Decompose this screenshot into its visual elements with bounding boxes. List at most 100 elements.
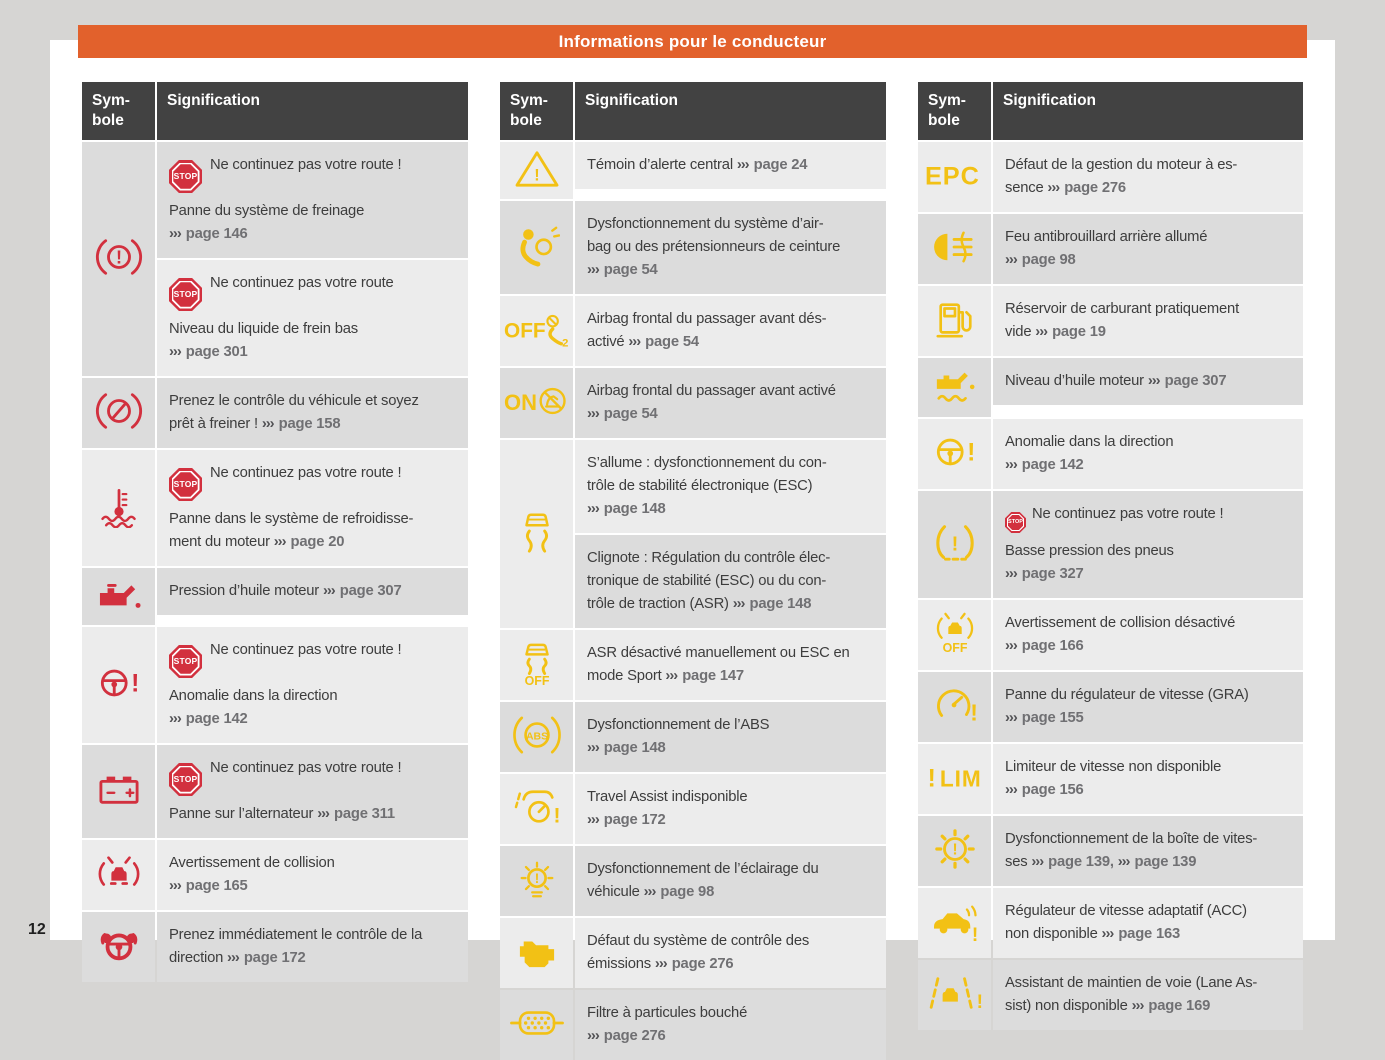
signification-cells: Avertissement de collision désactivé ››› p… [993, 600, 1303, 670]
signification-paragraph: Dysfonctionnement du système d’air-bag o… [587, 213, 876, 282]
symbol-cell: ! [82, 627, 155, 743]
signification-text: Pression d’huile moteur [169, 583, 323, 599]
signification-cells: Airbag frontal du passager avant activé ›… [575, 368, 886, 438]
fuel-low-icon [934, 298, 976, 345]
page-reference: page 20 [290, 534, 345, 550]
brake-disabled-icon [94, 390, 144, 437]
symbol-cell: ! [500, 142, 573, 199]
signification-paragraph: Dysfonctionnement de l’ABS ››› page 148 [587, 714, 876, 760]
svg-text:!: ! [967, 439, 975, 466]
signification-cells: Feu antibrouillard arrière allumé ››› page… [993, 214, 1303, 284]
signification-text: S’allume : dysfonctionnement du con- [587, 455, 827, 471]
lane-assist-icon: ! [926, 973, 984, 1018]
signification-cells: Dysfonctionnement de la boîte de vites-s… [993, 816, 1303, 886]
signification-text: mode Sport [587, 668, 666, 684]
signification-text: ASR désactivé manuellement ou ESC en [587, 645, 850, 661]
signification-cells: Défaut du système de contrôle des émissio… [575, 918, 886, 988]
table-row: ! Anomalie dans la direction ››› page 142 [918, 419, 1303, 489]
signification-cells: STOP Ne continuez pas votre route ! Basse … [993, 491, 1303, 598]
signification-text: ment du moteur [169, 534, 274, 550]
signification-paragraph: STOP Ne continuez pas votre route ! [1005, 503, 1293, 533]
signification-paragraph: Filtre à particules bouché ››› page 276 [587, 1002, 876, 1048]
airbag-off-icon: OFF 2 [504, 309, 570, 354]
cross-reference-arrows: ››› [628, 334, 641, 350]
steering-warning-icon: ! [95, 663, 143, 708]
symbol-cell [82, 840, 155, 910]
signification-cell: STOP Ne continuez pas votre route ! Panne … [157, 142, 468, 258]
symbol-cell: ! [918, 491, 991, 598]
cross-reference-arrows: ››› [1131, 998, 1145, 1014]
cross-reference-arrows: ››› [169, 711, 182, 727]
stop-icon: STOP [169, 468, 202, 501]
signification-cell: Dysfonctionnement de la boîte de vites-s… [993, 816, 1303, 886]
signification-paragraph: Dysfonctionnement de l’éclairage du véhic… [587, 858, 876, 904]
signification-text: Basse pression des pneus [1005, 543, 1174, 559]
signification-text: prêt à freiner ! [169, 416, 262, 432]
signification-text: Régulateur de vitesse adaptatif (ACC) [1005, 903, 1247, 919]
cruise-control-fault-icon: ! [930, 684, 980, 731]
table-row: Pression d’huile moteur ››› page 307 [82, 568, 468, 625]
page-reference: page 148 [749, 596, 812, 612]
page-reference: page 147 [682, 668, 744, 684]
stop-icon-ring: STOP [171, 162, 200, 191]
stop-icon-label: STOP [1007, 514, 1024, 531]
speed-limiter-icon: ! LIM [925, 760, 985, 799]
cross-reference-arrows: ››› [1147, 373, 1161, 389]
table-row: ON Airbag frontal du passager avant activ… [500, 368, 886, 438]
signification-cell: Avertissement de collision désactivé ››› p… [993, 600, 1303, 670]
signification-text: Ne continuez pas votre route ! [210, 157, 402, 173]
table-row: Défaut du système de contrôle des émissio… [500, 918, 886, 988]
cross-reference-arrows: ››› [169, 878, 182, 894]
symbol-cell: OFF 2 [500, 296, 573, 366]
signification-text: Ne continuez pas votre route ! [1032, 506, 1224, 522]
symbol-cell: ! [500, 846, 573, 916]
signification-text: Panne sur l’alternateur [169, 806, 318, 822]
oil-level-icon [931, 364, 979, 411]
page-reference: page 156 [1021, 782, 1084, 798]
page-reference: page 158 [278, 416, 341, 432]
symbol-cell: ABS [500, 702, 573, 772]
signification-cell: Dysfonctionnement de l’ABS ››› page 148 [575, 702, 886, 772]
page-reference: page 54 [603, 406, 658, 422]
signification-text: Assistant de maintien de voie (Lane As- [1005, 975, 1258, 991]
page-reference: page 276 [603, 1028, 666, 1044]
signification-cell: Témoin d’alerte central ››› page 24 [575, 142, 886, 189]
signification-cell: Régulateur de vitesse adaptatif (ACC) non… [993, 888, 1303, 958]
battery-icon [95, 769, 143, 814]
column-header-signification: Signification [993, 82, 1303, 140]
signification-text: Limiteur de vitesse non disponible [1005, 759, 1222, 775]
table-row: Prenez le contrôle du véhicule et soyez p… [82, 378, 468, 448]
stop-icon-ring: STOP [171, 765, 200, 794]
signification-paragraph: Travel Assist indisponible ››› page 172 [587, 786, 876, 832]
signification-text: Ne continuez pas votre route [210, 275, 394, 291]
coolant-temperature-icon [97, 484, 141, 533]
page-number: 12 [28, 921, 46, 938]
page-header-banner: Informations pour le conducteur [78, 25, 1307, 58]
table-row: S’allume : dysfonctionnement du con-trôl… [500, 440, 886, 628]
page-reference: page 139 [1134, 854, 1197, 870]
table-row: ! Régulateur de vitesse adaptatif (ACC) no… [918, 888, 1303, 958]
signification-cell: STOP Ne continuez pas votre route ! Basse … [993, 491, 1303, 598]
symbol-cell: ! [918, 672, 991, 742]
signification-text: trôle de traction (ASR) [587, 596, 733, 612]
signification-text: tronique de stabilité (ESC) ou du con- [587, 573, 827, 589]
page-reference: page 155 [1021, 710, 1084, 726]
signification-text: Niveau du liquide de frein bas [169, 321, 358, 337]
svg-text:EPC: EPC [925, 162, 980, 190]
cross-reference-arrows: ››› [1031, 854, 1044, 870]
table-row: EPC Défaut de la gestion du moteur à es-s… [918, 142, 1303, 212]
signification-paragraph: Clignote : Régulation du contrôle élec-t… [587, 547, 876, 616]
stop-icon-label: STOP [173, 472, 198, 497]
cross-reference-arrows: ››› [317, 806, 330, 822]
steering-warning-icon: ! [931, 432, 979, 477]
airbag-fault-icon [514, 223, 560, 272]
table-row: ! Dysfonctionnement de l’éclairage du véhi… [500, 846, 886, 916]
signification-text: Prenez immédiatement le contrôle de la [169, 927, 423, 943]
particulate-filter-icon [509, 1006, 565, 1045]
signification-text: Défaut du système de contrôle des [587, 933, 810, 949]
signification-text: véhicule [587, 884, 644, 900]
stop-icon-label: STOP [173, 164, 198, 189]
signification-paragraph: Avertissement de collision désactivé ››› p… [1005, 612, 1293, 658]
cross-reference-arrows: ››› [587, 1028, 600, 1044]
cross-reference-arrows: ››› [665, 668, 678, 684]
